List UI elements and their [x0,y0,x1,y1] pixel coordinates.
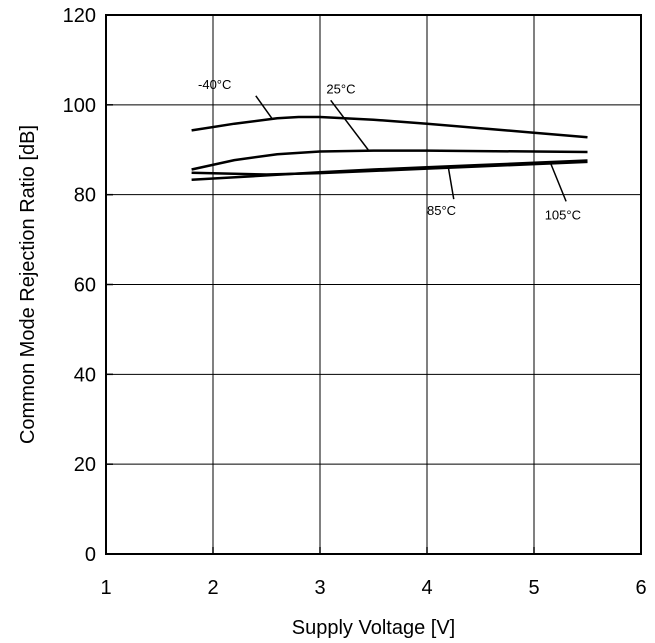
x-tick-label: 2 [207,577,218,599]
axis-ticks [105,14,642,555]
y-tick-label: 20 [74,454,96,476]
series-leader-0 [255,95,273,119]
x-tick-label: 1 [100,577,111,599]
x-tick-label: 4 [421,577,432,599]
y-tick-label: 0 [85,544,96,566]
y-tick-label: 120 [63,5,96,27]
series-label-leaders [255,95,567,202]
series-label-2: 85°C [427,203,456,218]
series-line-3 [191,159,588,182]
y-axis-title: Common Mode Rejection Ratio [dB] [17,125,39,444]
x-tick-label: 3 [314,577,325,599]
y-tick-label: 80 [74,185,96,207]
grid-lines [106,15,641,554]
series-line-1 [191,149,588,171]
series-label-3: 105°C [545,207,581,222]
y-tick-label: 100 [63,95,96,117]
series-leader-2 [447,167,455,200]
series-lines [191,115,588,182]
x-tick-label: 5 [528,577,539,599]
series-leader-3 [549,161,567,202]
series-line-0 [191,115,588,139]
y-tick-label: 40 [74,364,96,386]
series-label-1: 25°C [326,82,355,97]
series-label-0: -40°C [198,77,231,92]
series-labels: -40°C 25°C 85°C 105°C [198,77,581,222]
x-axis-title: Supply Voltage [V] [292,617,455,639]
y-tick-label: 60 [74,275,96,297]
x-tick-label: 6 [635,577,646,599]
series-leader-1 [330,99,369,151]
